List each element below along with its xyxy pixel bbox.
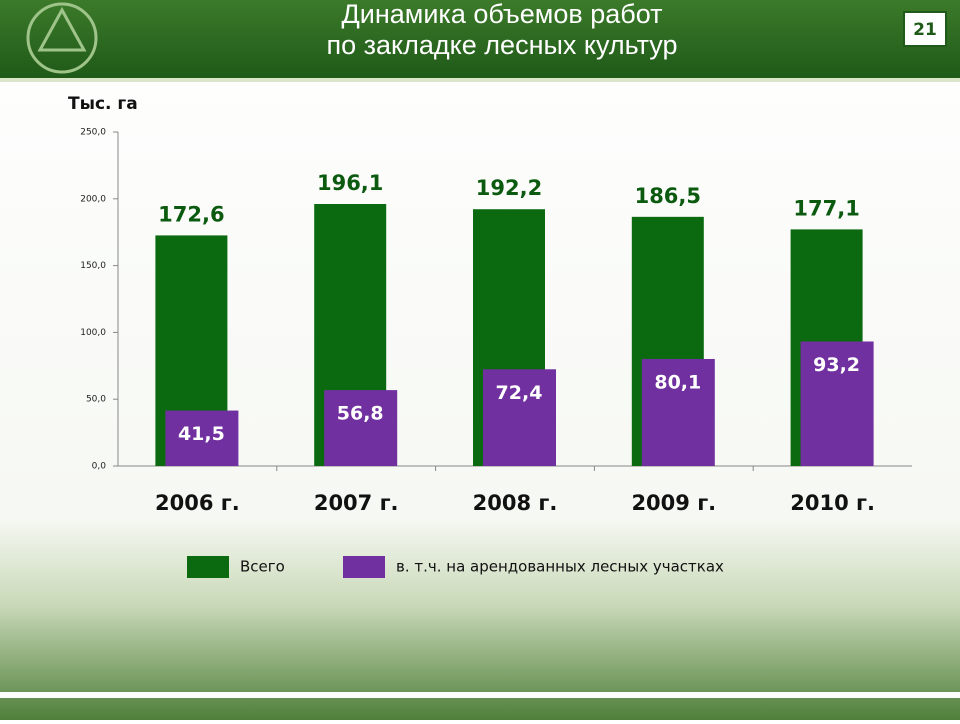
- title: по закладке лесных культур: [326, 30, 677, 60]
- x-tick-label: 2007 г.: [314, 491, 399, 515]
- y-axis-label: Тыс. га: [68, 94, 138, 114]
- bar: [483, 369, 556, 466]
- x-tick-label: 2010 г.: [790, 491, 875, 515]
- x-tick-label: 2006 г.: [155, 491, 240, 515]
- value-label: 172,6: [158, 202, 224, 226]
- bar: [800, 341, 874, 466]
- value-label: 72,4: [496, 382, 543, 404]
- y-tick-label: 50,0: [86, 395, 106, 405]
- page-number: 21: [913, 20, 937, 40]
- header-rule: [0, 78, 960, 82]
- value-label: 192,2: [476, 176, 542, 200]
- value-label: 56,8: [337, 403, 384, 425]
- value-label: 196,1: [317, 171, 383, 195]
- value-label: 177,1: [793, 196, 859, 220]
- footer-rule: [0, 692, 960, 698]
- bar: [165, 410, 239, 466]
- value-label: 186,5: [635, 184, 701, 208]
- bar: [641, 358, 715, 466]
- logo-tree: [37, 6, 87, 52]
- value-label: 80,1: [654, 371, 701, 393]
- y-tick-label: 250,0: [80, 128, 106, 138]
- logo: [26, 2, 98, 74]
- legend-swatch: [343, 556, 385, 578]
- x-tick-label: 2009 г.: [631, 491, 716, 515]
- legend-label: в. т.ч. на арендованных лесных участках: [396, 558, 724, 576]
- y-tick-label: 0,0: [92, 462, 107, 472]
- y-tick-label: 200,0: [80, 194, 106, 204]
- legend-swatch: [187, 556, 229, 578]
- bar: [324, 390, 398, 466]
- title: Динамика объемов работ: [341, 0, 662, 29]
- legend-label: Всего: [240, 558, 285, 576]
- value-label: 41,5: [178, 423, 225, 445]
- header: [0, 0, 960, 78]
- value-label: 93,2: [813, 354, 860, 376]
- y-tick-label: 100,0: [80, 328, 106, 338]
- page-number-box: [903, 11, 947, 47]
- x-tick-label: 2008 г.: [473, 491, 558, 515]
- y-tick-label: 150,0: [80, 261, 106, 271]
